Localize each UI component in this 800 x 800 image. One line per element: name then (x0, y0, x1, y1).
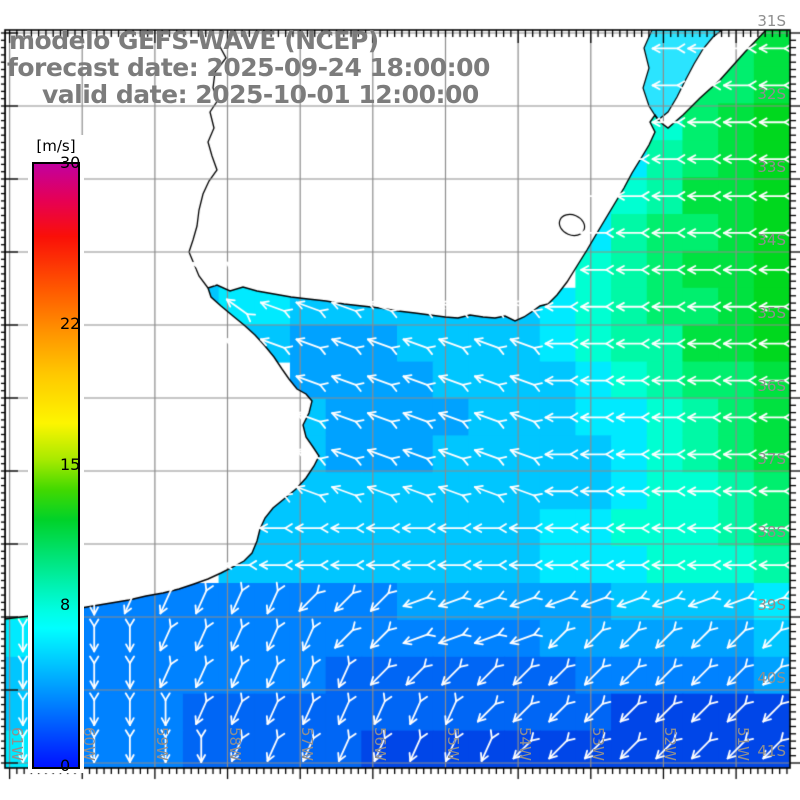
colorbar-tick-8: 8 (60, 595, 71, 615)
colorbar-tick-0: 0 (60, 756, 71, 775)
valid-date-label: valid date: 2025-10-01 12:00:00 (42, 80, 479, 109)
lat-label-32S: 32S (757, 85, 786, 103)
lat-label-33S: 33S (757, 158, 786, 176)
colorbar-gradient (32, 162, 80, 769)
lat-label-31S: 31S (757, 12, 786, 30)
colorbar-tick-15: 15 (60, 454, 81, 474)
lat-label-38S: 38S (757, 523, 786, 541)
model-title: modelo GEFS-WAVE (NCEP) (9, 26, 379, 55)
lon-label-59W: 59W (152, 727, 171, 761)
lat-label-35S: 35S (757, 304, 786, 322)
lon-label-58W: 58W (225, 727, 244, 761)
lon-label-61W: 61W (7, 727, 26, 761)
lon-label-54W: 54W (516, 727, 535, 761)
lat-label-41S: 41S (757, 742, 786, 760)
lon-label-57W: 57W (298, 727, 317, 761)
colorbar-tick-22: 22 (60, 313, 81, 333)
colorbar-unit-label: [m/s] (36, 137, 76, 155)
forecast-date-label: forecast date: 2025-09-24 18:00:00 (7, 53, 490, 82)
lon-label-51W: 51W (734, 727, 753, 761)
lon-label-55W: 55W (443, 727, 462, 761)
lat-label-40S: 40S (757, 669, 786, 687)
lat-label-37S: 37S (757, 450, 786, 468)
lon-label-52W: 52W (661, 727, 680, 761)
colorbar: [m/s] (28, 135, 84, 773)
lat-label-34S: 34S (757, 231, 786, 249)
lat-label-39S: 39S (757, 596, 786, 614)
lat-label-36S: 36S (757, 377, 786, 395)
colorbar-tick-30: 30 (60, 153, 81, 172)
lon-label-56W: 56W (370, 727, 389, 761)
lon-label-53W: 53W (588, 727, 607, 761)
